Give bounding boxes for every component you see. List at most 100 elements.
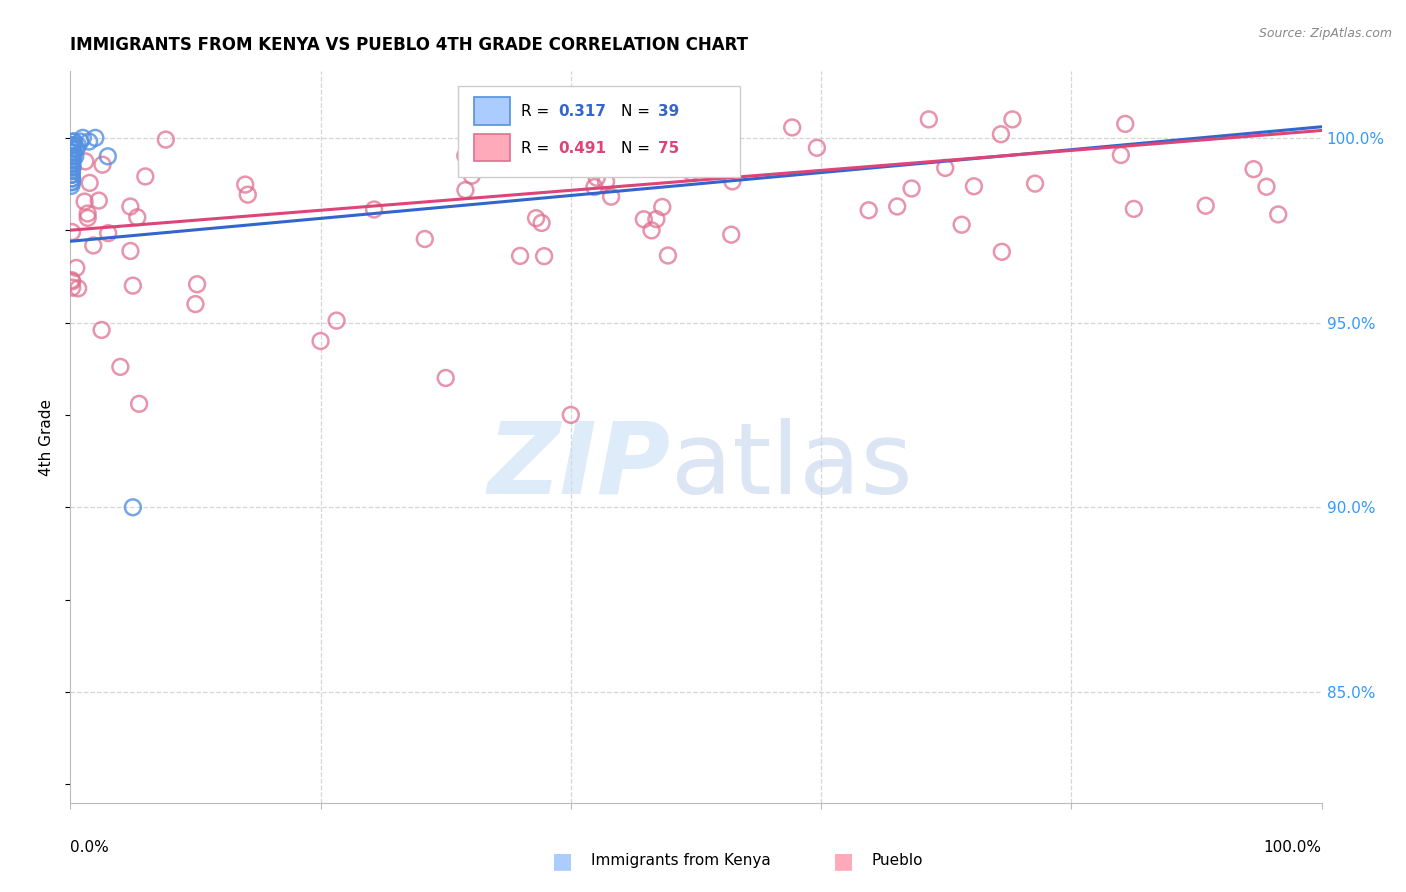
Point — [60, 164, 83, 178]
Point — [60, 168, 83, 182]
Text: 0.0%: 0.0% — [70, 839, 110, 855]
Point — [82, 238, 104, 252]
Point — [533, 249, 555, 263]
Text: 100.0%: 100.0% — [1264, 839, 1322, 855]
Y-axis label: 4th Grade: 4th Grade — [39, 399, 55, 475]
Text: atlas: atlas — [671, 417, 912, 515]
Text: N =: N = — [621, 141, 655, 156]
Point — [664, 154, 686, 169]
Bar — [474, 97, 509, 125]
Point — [600, 189, 623, 203]
Point — [90, 323, 112, 337]
Point — [60, 168, 83, 182]
Text: 39: 39 — [658, 104, 679, 120]
Text: Immigrants from Kenya: Immigrants from Kenya — [591, 854, 770, 868]
Point — [60, 161, 83, 175]
Point — [62, 153, 84, 167]
Point — [120, 244, 142, 258]
Point — [963, 179, 986, 194]
Text: ZIP: ZIP — [488, 417, 671, 515]
Point — [60, 178, 83, 193]
Point — [651, 200, 673, 214]
Point — [134, 169, 156, 184]
Point — [309, 334, 332, 348]
Point — [122, 500, 145, 515]
Point — [530, 216, 553, 230]
Point — [62, 153, 84, 167]
FancyBboxPatch shape — [458, 86, 740, 178]
Point — [122, 278, 145, 293]
Point — [1267, 207, 1289, 221]
Point — [434, 371, 457, 385]
Bar — [474, 134, 509, 161]
Point — [454, 149, 477, 163]
Text: ■: ■ — [553, 851, 572, 871]
Point — [918, 112, 941, 127]
Text: IMMIGRANTS FROM KENYA VS PUEBLO 4TH GRADE CORRELATION CHART: IMMIGRANTS FROM KENYA VS PUEBLO 4TH GRAD… — [70, 36, 748, 54]
Point — [67, 281, 90, 295]
Point — [640, 223, 662, 237]
Point — [91, 158, 114, 172]
Text: Source: ZipAtlas.com: Source: ZipAtlas.com — [1258, 27, 1392, 40]
Point — [62, 135, 84, 149]
Point — [657, 248, 679, 262]
Point — [155, 132, 177, 146]
Point — [184, 297, 207, 311]
Point — [900, 181, 922, 195]
Point — [65, 149, 87, 163]
Point — [1243, 162, 1265, 177]
Point — [72, 131, 94, 145]
Point — [806, 141, 828, 155]
Point — [69, 135, 91, 149]
Point — [120, 200, 142, 214]
Point — [1195, 199, 1218, 213]
Point — [75, 154, 97, 169]
Point — [454, 183, 477, 197]
Point — [1114, 117, 1136, 131]
Text: R =: R = — [520, 104, 554, 120]
Text: R =: R = — [520, 141, 554, 156]
Point — [77, 135, 100, 149]
Point — [76, 211, 98, 225]
Text: 75: 75 — [658, 141, 679, 156]
Point — [60, 157, 83, 171]
Point — [60, 280, 83, 294]
Point — [720, 162, 742, 177]
Point — [1001, 112, 1024, 127]
Text: Pueblo: Pueblo — [872, 854, 924, 868]
Point — [63, 135, 86, 149]
Point — [66, 138, 89, 153]
Point — [60, 171, 83, 186]
Point — [110, 359, 132, 374]
Point — [934, 161, 956, 175]
Point — [1024, 177, 1046, 191]
Point — [236, 187, 259, 202]
Point — [60, 142, 83, 156]
Point — [60, 145, 83, 160]
Point — [60, 157, 83, 171]
Point — [62, 138, 84, 153]
Point — [60, 171, 83, 186]
Point — [886, 199, 908, 213]
Point — [60, 175, 83, 189]
Point — [186, 277, 208, 292]
Point — [780, 120, 803, 135]
Point — [84, 131, 107, 145]
Point — [76, 206, 98, 220]
Point — [950, 218, 973, 232]
Point — [65, 260, 87, 275]
Point — [524, 211, 547, 226]
Point — [721, 174, 744, 188]
Point — [560, 408, 582, 422]
Point — [720, 227, 742, 242]
Text: ■: ■ — [834, 851, 853, 871]
Point — [60, 145, 83, 160]
Point — [595, 175, 617, 189]
Point — [1109, 148, 1132, 162]
Point — [585, 170, 607, 185]
Point — [128, 397, 150, 411]
Point — [858, 203, 880, 218]
Point — [679, 165, 702, 179]
Point — [1122, 202, 1144, 216]
Point — [509, 249, 531, 263]
